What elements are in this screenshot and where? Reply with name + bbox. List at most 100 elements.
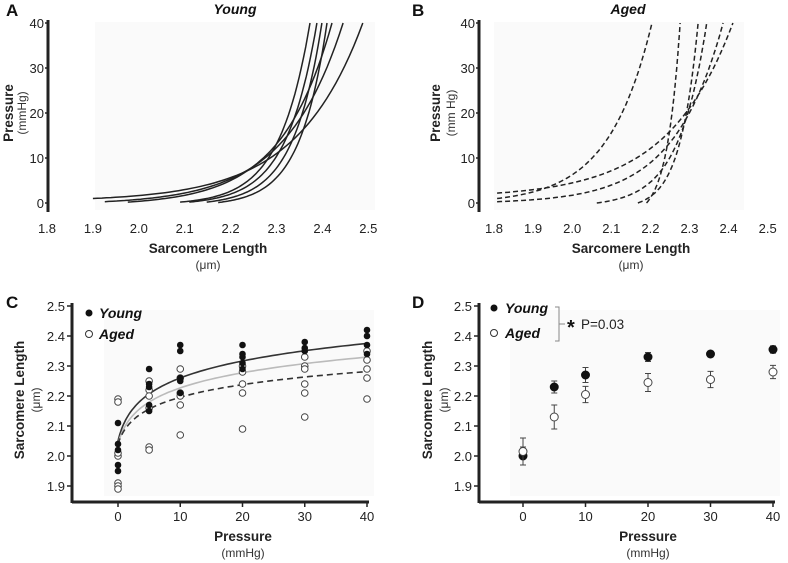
panel-c-xtick-label: 30	[298, 509, 312, 524]
panel-a-yunit: (mmHg)	[15, 91, 29, 134]
panel-c-young-point	[145, 383, 153, 391]
panel-c-ytick-label: 2.2	[47, 389, 65, 404]
panel-c-yunit: (μm)	[29, 388, 43, 413]
panel-d-ytick-label: 2.0	[454, 449, 472, 464]
panel-d-label: D	[412, 293, 424, 312]
panel-d-xtick-label: 40	[766, 509, 780, 524]
p-value-annotation: P=0.03	[581, 317, 624, 332]
panel-c-aged-point	[300, 413, 309, 421]
panel-a-curve-6	[206, 22, 323, 203]
panel-a-ytick-label: 10	[30, 151, 44, 166]
panel-a-xunit: (μm)	[196, 258, 221, 272]
panel-a-xlabel: Sarcomere Length	[149, 241, 268, 256]
panel-d-aged-mean-point	[706, 375, 715, 384]
panel-b-curve-2	[497, 22, 653, 200]
panel-c-young-point	[145, 407, 153, 415]
panel-b-xtick-label: 2.5	[759, 221, 777, 236]
panel-a-xtick-label: 1.8	[38, 221, 56, 236]
panel-c-young-point	[363, 332, 371, 340]
panel-d-ytick-label: 2.5	[454, 299, 472, 314]
panel-b-xunit: (μm)	[619, 258, 644, 272]
panel-d-xtick-label: 10	[578, 509, 592, 524]
panel-c-xlabel: Pressure	[214, 529, 272, 544]
panel-c-ytick-label: 2.0	[47, 449, 65, 464]
panel-c-young-point	[301, 338, 309, 346]
panel-a-title: Young	[213, 1, 256, 17]
panel-b-xlabel: Sarcomere Length	[572, 241, 691, 256]
panel-b-curve-4	[596, 22, 708, 204]
panel-c-ytick-label: 2.1	[47, 419, 65, 434]
panel-a-xtick-label: 2.4	[313, 221, 331, 236]
panel-c-young-point	[363, 341, 371, 349]
panel-c-aged-point	[238, 425, 247, 433]
panel-c-young-point	[239, 353, 246, 361]
panel-a-xtick-label: 2.2	[222, 221, 240, 236]
panel-b-xtick-label: 2.0	[563, 221, 581, 236]
panel-d-aged-mean-point	[549, 412, 559, 422]
panel-d-xtick-label: 20	[641, 509, 655, 524]
panel-c-ytick-label: 2.4	[47, 329, 65, 344]
panel-c-aged-point	[300, 389, 309, 397]
panel-c-aged-point	[114, 485, 122, 493]
panel-d-young-mean-point	[549, 382, 559, 392]
panel-c-plot-bg	[104, 310, 374, 496]
panel-d-young-mean-point	[768, 345, 778, 354]
panel-c-ytick-label: 1.9	[47, 479, 65, 494]
panel-c-xtick-label: 20	[235, 509, 249, 524]
panel-b-xtick-label: 2.4	[720, 221, 738, 236]
panel-a-curve-3	[127, 22, 333, 203]
panel-c-aged-point	[238, 380, 247, 388]
panel-c-young-point	[363, 326, 371, 334]
panel-a-ytick-label: 20	[30, 106, 44, 121]
panel-d-young-mean-point	[706, 349, 715, 359]
panel-c-ylabel: Sarcomere Length	[12, 341, 27, 460]
panel-d-aged-mean-point	[768, 367, 778, 377]
panel-c-ytick-label: 2.3	[47, 359, 65, 374]
panel-b-curve-5	[637, 22, 699, 204]
panel-c-aged-point	[176, 431, 185, 439]
panel-d-young-mean-point	[643, 352, 653, 362]
panel-b-curve-1	[497, 22, 734, 194]
panel-c-aged-point	[238, 389, 247, 397]
panel-b-ytick-label: 20	[461, 106, 475, 121]
panel-c-label: C	[6, 293, 18, 312]
panel-b-ytick-label: 30	[461, 61, 475, 76]
panel-a-ytick-label: 0	[37, 196, 44, 211]
legend-aged-marker	[490, 329, 498, 337]
panel-b-yunit: (mm Hg)	[444, 90, 458, 137]
panel-a-curve-4	[180, 22, 311, 203]
panel-b-ytick-label: 0	[468, 196, 475, 211]
panel-c-young-point	[145, 365, 153, 373]
panel-b-plot-bg	[494, 22, 744, 210]
legend-young-marker	[490, 304, 498, 312]
panel-c-aged-point	[363, 365, 371, 373]
panel-a-curve-7	[218, 22, 328, 204]
panel-b-xtick-label: 1.9	[524, 221, 542, 236]
panel-c-young-point	[114, 419, 122, 427]
panel-c-young-point	[239, 341, 246, 349]
panel-c-xtick-label: 40	[360, 509, 374, 524]
panel-a-xtick-label: 2.5	[359, 221, 377, 236]
panel-a-ytick-label: 30	[30, 61, 44, 76]
asterisk-icon: *	[567, 317, 575, 339]
panel-d-plot-bg	[510, 310, 780, 496]
panel-d-xtick-label: 30	[703, 509, 717, 524]
panel-c-young-point	[176, 389, 184, 397]
panel-b-xtick-label: 1.8	[485, 221, 503, 236]
legend-young-label: Young	[505, 300, 548, 316]
panel-c-aged-point	[145, 392, 153, 400]
panel-b-ytick-label: 10	[461, 151, 475, 166]
panel-c-aged-point	[300, 365, 309, 373]
panel-c-xtick-label: 0	[114, 509, 121, 524]
panel-c-young-point	[114, 446, 122, 454]
panel-b-label: B	[412, 1, 424, 20]
panel-a-curve-2	[104, 22, 344, 203]
legend-young-label: Young	[99, 305, 142, 321]
panel-d-aged-mean-point	[518, 447, 528, 456]
panel-c-aged-point	[114, 398, 122, 406]
significance-bracket	[555, 306, 565, 342]
panel-c-young-point	[145, 401, 153, 409]
legend-aged-label: Aged	[98, 326, 134, 342]
panel-c-young-point	[239, 365, 246, 373]
